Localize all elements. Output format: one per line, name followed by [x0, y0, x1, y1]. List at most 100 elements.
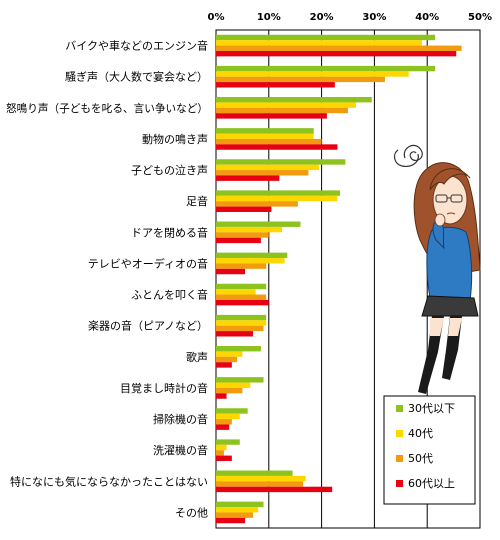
x-tick-label: 20%	[310, 12, 334, 23]
category-label: 歌声	[186, 350, 208, 364]
bar	[216, 356, 238, 363]
category-label: 楽器の音（ピアノなど）	[88, 319, 208, 333]
glasses-icon	[435, 194, 463, 203]
bar	[216, 444, 227, 451]
category-label: ドアを閉める音	[131, 225, 208, 239]
bar	[216, 331, 253, 337]
bar	[216, 65, 436, 72]
bar	[216, 419, 232, 425]
legend-swatch	[396, 430, 403, 437]
legend-swatch	[396, 480, 403, 487]
category-label: 目覚まし時計の音	[120, 381, 208, 395]
bar	[216, 113, 327, 119]
bar	[216, 283, 267, 290]
bar	[216, 159, 346, 165]
bar	[216, 346, 261, 352]
bar	[216, 237, 261, 244]
bar	[216, 325, 264, 332]
sweater	[426, 226, 473, 301]
bar	[216, 289, 256, 295]
bar	[216, 195, 338, 202]
bar	[216, 351, 243, 357]
bar	[216, 387, 243, 394]
bar	[216, 102, 356, 108]
bar	[216, 481, 304, 487]
bar	[216, 97, 372, 103]
x-tick-label: 10%	[257, 12, 281, 23]
bars-layer	[216, 34, 462, 524]
bar	[216, 201, 298, 207]
x-tick-label: 0%	[208, 12, 225, 23]
bar	[216, 128, 314, 134]
bar	[216, 190, 341, 196]
category-label: 動物の鳴き声	[142, 132, 208, 146]
bar	[216, 507, 259, 513]
bar	[216, 320, 267, 326]
bar	[216, 408, 248, 414]
bar	[216, 144, 338, 150]
bar	[216, 517, 246, 524]
plot-frame	[215, 29, 481, 529]
bar	[216, 377, 264, 383]
category-label: テレビやオーディオの音	[88, 256, 208, 270]
x-tick-label: 50%	[468, 12, 492, 23]
bar	[216, 362, 232, 368]
bar	[216, 133, 314, 139]
bar	[216, 263, 267, 269]
bar	[216, 439, 240, 445]
bar	[216, 76, 385, 83]
hair-bangs	[429, 168, 471, 191]
bar	[216, 314, 267, 321]
legend-swatch	[396, 405, 403, 412]
worry-swirl-icon	[393, 144, 423, 167]
bar	[216, 294, 267, 300]
x-tick-label: 30%	[362, 12, 386, 23]
bar	[216, 486, 333, 493]
skirt	[421, 295, 479, 317]
bar	[216, 175, 280, 181]
legend-label: 60代以上	[408, 477, 455, 490]
category-label: ふとんを叩く音	[131, 288, 208, 302]
legend-swatch	[396, 455, 403, 462]
bar	[216, 424, 230, 430]
bar	[216, 50, 457, 57]
bar	[216, 45, 462, 51]
category-label: 騒ぎ声（大人数で宴会など）	[65, 70, 208, 84]
category-label: 特になにも気にならなかったことはない	[10, 474, 208, 488]
x-tick-label: 40%	[415, 12, 439, 23]
bar	[216, 164, 319, 171]
bar	[216, 455, 232, 461]
legend-label: 50代	[408, 452, 433, 465]
bar	[216, 82, 335, 88]
legend: 30代以下 40代 50代 60代以上	[383, 395, 476, 505]
bar	[216, 470, 293, 476]
bar	[216, 107, 348, 114]
category-label: 怒鳴り声（子どもを叱る、言い争いなど）	[6, 101, 208, 115]
bar	[216, 226, 282, 233]
bar	[216, 475, 306, 482]
x-axis-tick-labels: 0% 10% 20% 30% 40% 50%	[208, 12, 492, 23]
bar	[216, 221, 301, 227]
bar	[216, 170, 309, 176]
bar	[216, 206, 272, 212]
bar	[216, 450, 224, 456]
bar	[216, 34, 436, 41]
bar	[216, 413, 240, 420]
category-label: バイクや車などのエンジン音	[65, 39, 208, 53]
bar	[216, 258, 285, 264]
bar	[216, 393, 227, 399]
bar	[216, 232, 269, 238]
category-label: 掃除機の音	[153, 412, 208, 426]
bar	[216, 71, 409, 77]
bar	[216, 268, 246, 275]
bar	[216, 512, 253, 518]
legend-label: 40代	[408, 427, 433, 440]
category-label: 洗濯機の音	[153, 443, 208, 457]
bar	[216, 299, 269, 306]
category-label: 子どもの泣き声	[131, 163, 208, 177]
category-label: その他	[175, 506, 208, 519]
bar	[216, 501, 264, 508]
